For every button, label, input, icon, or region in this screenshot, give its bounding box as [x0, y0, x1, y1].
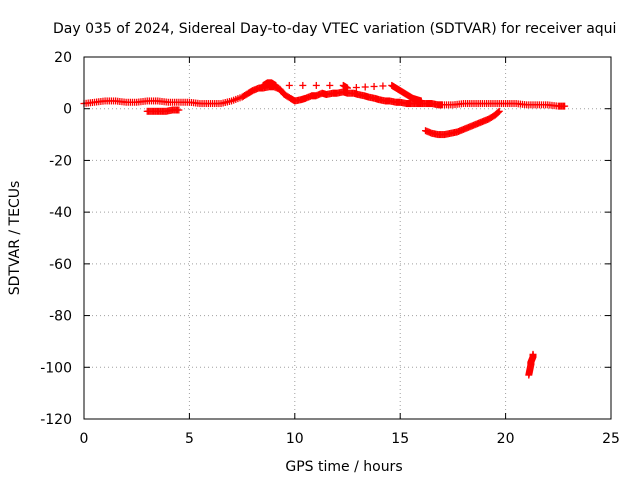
plot-frame [83, 56, 612, 420]
data-point [312, 81, 320, 89]
axis-ticks: 0 5 10 15 20 25 -120 -100 -80 -60 -40 -20 0 20 [40, 50, 620, 447]
y-tick-label: -40 [49, 205, 72, 221]
y-tick-label: -80 [49, 309, 72, 325]
y-axis-label: SDTVAR / TECUs [7, 181, 23, 296]
x-tick-label: 0 [80, 431, 89, 447]
data-point [326, 81, 334, 89]
grid [84, 57, 611, 419]
y-tick-label: -100 [40, 360, 72, 376]
x-tick-label: 10 [286, 431, 304, 447]
data-point [417, 97, 425, 105]
data-point [495, 107, 503, 115]
data-point [361, 83, 369, 91]
data-point [379, 82, 387, 90]
y-tick-label: 0 [63, 102, 72, 118]
data-point [529, 350, 537, 358]
data-point [344, 84, 351, 92]
x-tick-label: 15 [391, 431, 409, 447]
x-tick-label: 25 [602, 431, 620, 447]
data-point [272, 81, 280, 89]
data-point [494, 108, 502, 116]
data-point [285, 81, 293, 89]
data-point [370, 82, 378, 90]
y-tick-label: -120 [40, 412, 72, 428]
data-point [561, 102, 569, 110]
y-tick-label: -20 [49, 153, 72, 169]
x-axis-label: GPS time / hours [285, 459, 402, 475]
y-tick-label: 20 [54, 50, 72, 66]
y-tick-label: -60 [49, 257, 72, 273]
chart-title: Day 035 of 2024, Sidereal Day-to-day VTE… [53, 21, 616, 37]
data-point [299, 81, 307, 89]
data-points [80, 79, 569, 379]
x-tick-label: 20 [497, 431, 515, 447]
data-point [175, 106, 183, 114]
data-point [352, 84, 360, 92]
x-tick-label: 5 [185, 431, 194, 447]
